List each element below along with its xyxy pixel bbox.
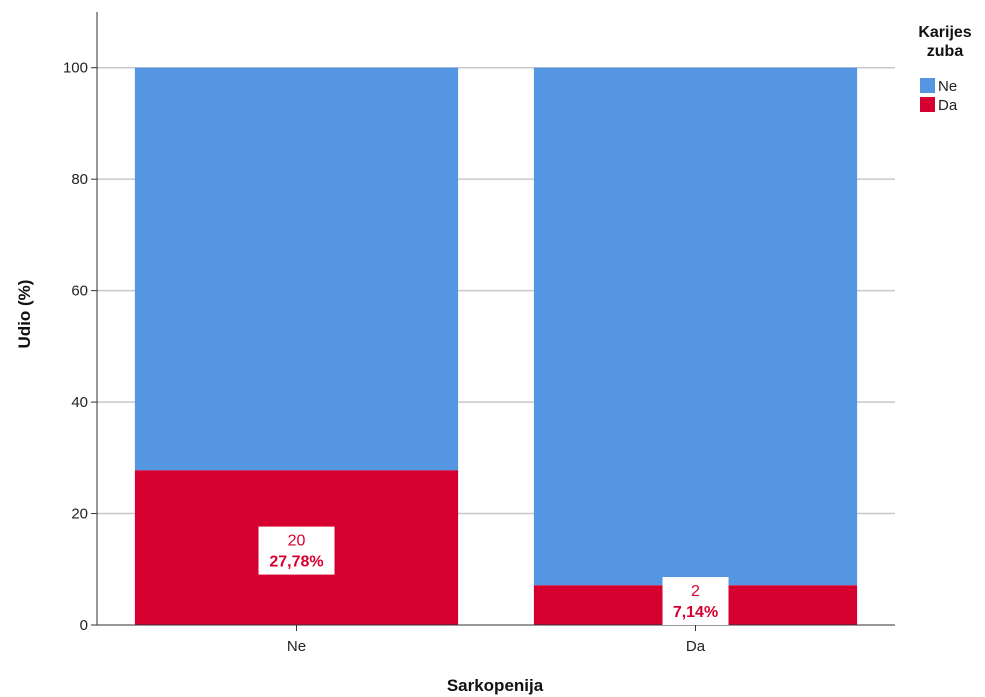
legend-items: Ne Da (920, 78, 958, 114)
bar-ne-da (533, 67, 858, 586)
data-label-box (662, 577, 729, 625)
y-tick-label: 0 (80, 617, 88, 634)
axes (96, 12, 895, 626)
legend-swatch-ne (920, 78, 935, 93)
legend-label-da: Da (938, 97, 958, 114)
data-label-percent: 7,14% (673, 604, 718, 621)
legend-swatch-da (920, 97, 935, 112)
bar-ne-ne (134, 67, 459, 471)
legend-label-ne: Ne (938, 78, 957, 95)
y-tick-label: 80 (71, 171, 88, 188)
data-label-box (258, 526, 335, 575)
y-tick-label: 20 (71, 506, 88, 523)
data-label-percent: 27,78% (269, 554, 323, 571)
bars (134, 67, 858, 625)
y-tick-label: 40 (71, 394, 88, 411)
legend-title-line-2: zuba (927, 43, 964, 60)
x-axis-title: Sarkopenija (447, 676, 544, 695)
data-label-count: 2 (691, 583, 700, 600)
y-axis-title: Udio (%) (15, 280, 34, 349)
legend-title-line-1: Karijes (918, 24, 971, 41)
y-tick-label: 100 (63, 60, 88, 77)
data-labels: 20 27,78% 2 7,14% (258, 526, 729, 625)
legend: Karijes zuba Ne Da (918, 24, 971, 114)
x-tick-label: Ne (287, 638, 306, 655)
y-tick-label: 60 (71, 283, 88, 300)
y-tick-labels: 0 20 40 60 80 100 (63, 60, 97, 634)
data-label-count: 20 (288, 533, 306, 550)
x-tick-label: Da (686, 638, 706, 655)
x-tick-labels: Ne Da (287, 625, 706, 655)
